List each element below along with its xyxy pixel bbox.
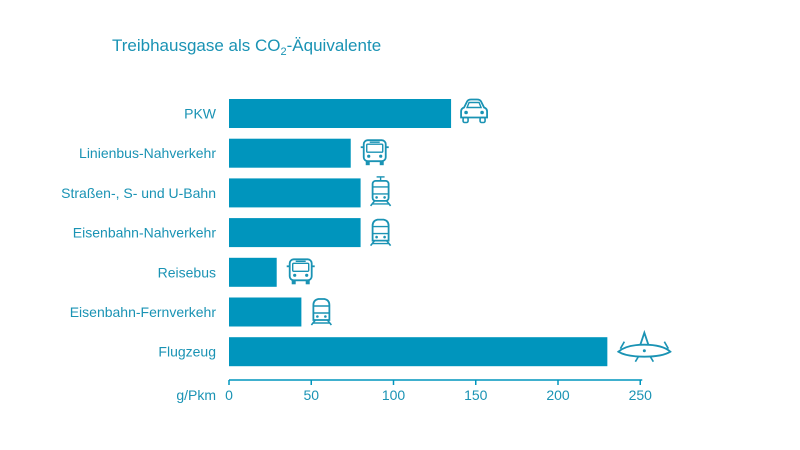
category-label: Eisenbahn-Fernverkehr: [70, 304, 217, 320]
category-label: Flugzeug: [158, 344, 216, 360]
x-tick-label: 50: [303, 387, 319, 403]
bar: [229, 99, 452, 128]
x-tick-label: 200: [546, 387, 570, 403]
x-tick-label: 100: [382, 387, 406, 403]
tram-icon: [369, 176, 392, 207]
bar: [229, 178, 361, 208]
x-axis-label: g/Pkm: [176, 387, 216, 403]
category-label: Reisebus: [158, 264, 216, 280]
bar: [229, 257, 277, 287]
x-tick-label: 0: [225, 387, 233, 403]
car-icon: [460, 98, 488, 124]
bar: [229, 138, 351, 168]
airplane-icon: [616, 329, 672, 363]
train-icon: [369, 218, 392, 247]
bar: [229, 218, 361, 248]
category-label: Eisenbahn-Nahverkehr: [73, 225, 217, 241]
bus-icon: [360, 139, 389, 166]
category-label: PKW: [184, 106, 217, 122]
category-label: Linienbus-Nahverkehr: [79, 145, 216, 161]
x-tick-label: 250: [629, 387, 653, 403]
category-label: Straßen-, S- und U-Bahn: [61, 185, 216, 201]
chart-title: Treibhausgase als CO2-Äquivalente: [112, 36, 382, 58]
bus-icon: [286, 258, 315, 285]
train-icon: [310, 298, 333, 326]
x-tick-label: 150: [464, 387, 488, 403]
bar: [229, 297, 302, 327]
bar: [229, 337, 608, 367]
